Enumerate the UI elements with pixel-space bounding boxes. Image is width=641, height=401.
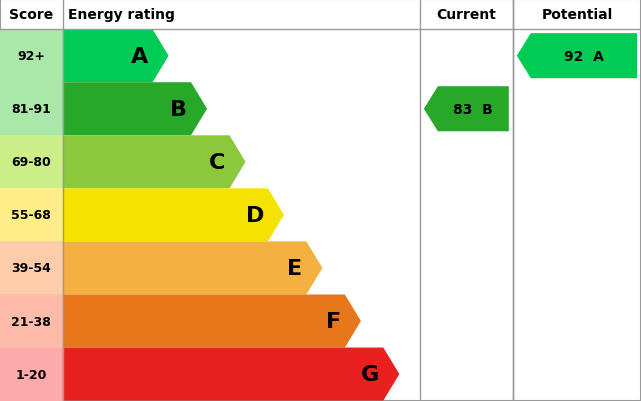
Text: F: F bbox=[326, 311, 341, 331]
Polygon shape bbox=[63, 295, 361, 348]
Text: 1-20: 1-20 bbox=[16, 368, 47, 381]
Text: B: B bbox=[170, 99, 187, 119]
Polygon shape bbox=[63, 136, 246, 189]
Polygon shape bbox=[517, 34, 637, 79]
Polygon shape bbox=[63, 30, 169, 83]
Text: 92  A: 92 A bbox=[564, 50, 604, 63]
Text: E: E bbox=[287, 258, 303, 278]
Bar bbox=[0, 189, 63, 242]
Polygon shape bbox=[424, 87, 509, 132]
Text: 55-68: 55-68 bbox=[12, 209, 51, 222]
Text: Energy rating: Energy rating bbox=[68, 8, 175, 22]
Polygon shape bbox=[63, 83, 207, 136]
Text: C: C bbox=[209, 152, 226, 172]
Polygon shape bbox=[63, 189, 284, 242]
Bar bbox=[0, 295, 63, 348]
Bar bbox=[0, 136, 63, 189]
Polygon shape bbox=[63, 348, 399, 401]
Bar bbox=[0, 242, 63, 295]
Text: 81-91: 81-91 bbox=[12, 103, 51, 116]
Polygon shape bbox=[63, 242, 322, 295]
Text: 39-54: 39-54 bbox=[12, 262, 51, 275]
Text: A: A bbox=[131, 47, 149, 67]
Text: Potential: Potential bbox=[541, 8, 613, 22]
Text: Current: Current bbox=[437, 8, 496, 22]
Bar bbox=[0, 83, 63, 136]
Bar bbox=[0, 348, 63, 401]
Text: 69-80: 69-80 bbox=[12, 156, 51, 169]
Text: Score: Score bbox=[9, 8, 54, 22]
Text: G: G bbox=[361, 364, 379, 384]
Text: D: D bbox=[246, 205, 264, 225]
Text: 92+: 92+ bbox=[17, 50, 46, 63]
Text: 21-38: 21-38 bbox=[12, 315, 51, 328]
Text: 83  B: 83 B bbox=[453, 103, 493, 116]
Bar bbox=[0, 30, 63, 83]
